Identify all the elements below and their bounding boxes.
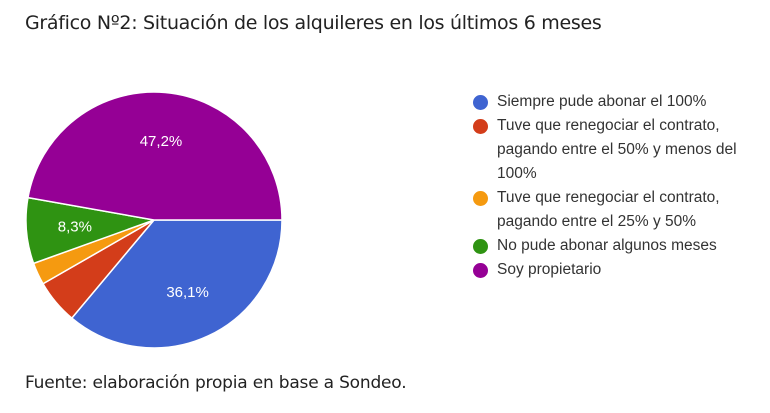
legend-dot-icon <box>473 263 488 278</box>
source-note: Fuente: elaboración propia en base a Son… <box>25 373 407 393</box>
legend-dot-icon <box>473 191 488 206</box>
legend-dot-icon <box>473 119 488 134</box>
legend-item: Tuve que renegociar el contrato, pagando … <box>473 116 770 186</box>
pie-slice-4 <box>27 91 283 221</box>
legend-label: Tuve que renegociar el contrato, pagando … <box>497 117 737 182</box>
pie-chart: 36,1% 8,3% 47,2% <box>0 0 320 370</box>
pie-slice-0 <box>70 219 283 349</box>
legend-label: Siempre pude abonar el 100% <box>497 93 707 110</box>
legend-item: Siempre pude abonar el 100% <box>473 92 770 114</box>
slice-data-label: 47,2% <box>140 133 183 150</box>
legend-label: Tuve que renegociar el contrato, pagando … <box>497 189 720 230</box>
legend-item: Tuve que renegociar el contrato, pagando … <box>473 188 770 234</box>
slice-data-label: 8,3% <box>58 219 92 236</box>
chart-title: Gráfico Nº2: Situación de los alquileres… <box>25 12 602 34</box>
chart-legend: Siempre pude abonar el 100% Tuve que rene… <box>473 92 770 284</box>
legend-label: No pude abonar algunos meses <box>497 237 717 254</box>
pie-chart-svg: 36,1% 8,3% 47,2% <box>25 91 283 349</box>
legend-item: Soy propietario <box>473 260 770 282</box>
legend-dot-icon <box>473 239 488 254</box>
slice-data-label: 36,1% <box>166 284 209 301</box>
legend-item: No pude abonar algunos meses <box>473 236 770 258</box>
legend-dot-icon <box>473 95 488 110</box>
legend-label: Soy propietario <box>497 261 602 278</box>
